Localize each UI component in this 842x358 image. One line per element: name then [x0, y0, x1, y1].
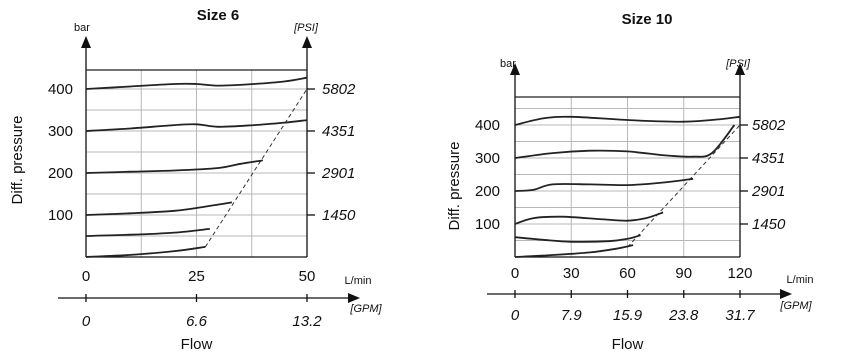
chart2-x-tick-label: 90 [675, 265, 692, 282]
chart2-series-line-6 [514, 244, 634, 258]
chart2-y-tick-label-right: 4351 [752, 150, 785, 167]
chart2-y-unit-left: bar [500, 58, 516, 70]
chart2-y-tick-label-right: 2901 [751, 183, 785, 200]
chart1-y-axis-left-arrow [81, 36, 91, 48]
chart2-x-tick-label-secondary: 0 [511, 307, 520, 324]
chart2-y-axis-right-arrow [735, 63, 745, 75]
chart1-y-label: Diff. pressure [9, 116, 26, 205]
chart2-x-label: Flow [612, 336, 644, 353]
chart1-y-tick-label: 100 [48, 207, 73, 224]
chart2-x-axis-secondary-arrow [780, 289, 792, 299]
chart2-series-line-5 [514, 234, 641, 243]
chart2-x-tick-label-secondary: 23.8 [668, 307, 699, 324]
chart1-x-tick-label: 25 [188, 268, 205, 285]
chart1-x-tick-label: 0 [82, 268, 90, 285]
chart1-limit-line [204, 88, 308, 248]
chart1-x-tick-label: 50 [299, 268, 316, 285]
chart2-series-line-4 [514, 211, 664, 225]
chart2-x-tick-label: 60 [619, 265, 636, 282]
chart2-y-tick-label: 300 [475, 150, 500, 167]
chart2-y-tick-label: 100 [475, 216, 500, 233]
chart2-y-axis-left-arrow [510, 63, 520, 75]
chart2-y-tick-label-right: 1450 [752, 216, 786, 233]
chart2-x-unit-primary: L/min [787, 274, 814, 286]
chart1-title: Size 6 [197, 7, 240, 24]
chart1-y-tick-label: 300 [48, 123, 73, 140]
chart1-y-tick-label-right: 2901 [321, 165, 355, 182]
chart2-x-tick-label: 120 [727, 265, 752, 282]
chart1-y-axis-right-arrow [302, 36, 312, 48]
chart1-series-line-2 [85, 119, 308, 132]
chart2-title: Size 10 [622, 11, 673, 28]
chart2-x-tick-label-secondary: 7.9 [561, 307, 583, 324]
chart1-y-unit-right: [PSI] [293, 22, 319, 34]
chart2-series-line-1 [514, 115, 741, 126]
chart2-y-tick-label: 400 [475, 117, 500, 134]
chart2-x-tick-label: 30 [563, 265, 580, 282]
chart1-y-tick-label-right: 5802 [322, 81, 356, 98]
chart1-x-unit-secondary: [GPM] [349, 303, 382, 315]
chart1-y-unit-left: bar [74, 22, 90, 34]
chart1-x-tick-label-secondary: 0 [82, 313, 91, 330]
chart2-x-tick-label-secondary: 15.9 [613, 307, 643, 324]
chart2-series-line-3 [514, 177, 694, 192]
chart1-y-tick-label-right: 4351 [322, 123, 355, 140]
chart1-x-label: Flow [181, 336, 213, 353]
chart1-series-line-3 [85, 159, 263, 174]
chart1-x-tick-label-secondary: 6.6 [186, 313, 208, 330]
chart1-y-tick-label: 200 [48, 165, 73, 182]
chart1-y-tick-label: 400 [48, 81, 73, 98]
chart2-y-label: Diff. pressure [446, 142, 463, 231]
chart2-y-unit-right: [PSI] [725, 58, 751, 70]
chart1-x-unit-primary: L/min [345, 275, 372, 287]
chart2-x-tick-label: 0 [511, 265, 519, 282]
chart1-series-line-1 [85, 76, 308, 90]
chart2-y-tick-label-right: 5802 [752, 117, 786, 134]
chart1-series-line-5 [85, 228, 210, 237]
chart1-x-axis-secondary-arrow [348, 293, 360, 303]
chart1-x-tick-label-secondary: 13.2 [292, 313, 322, 330]
chart1-series-line-4 [85, 201, 233, 216]
chart2-x-tick-label-secondary: 31.7 [725, 307, 755, 324]
chart2-x-unit-secondary: [GPM] [779, 300, 812, 312]
chart1-series-line-6 [85, 246, 206, 258]
chart1-y-tick-label-right: 1450 [322, 207, 356, 224]
chart2-series-line-2 [514, 124, 736, 159]
chart2-y-tick-label: 200 [475, 183, 500, 200]
